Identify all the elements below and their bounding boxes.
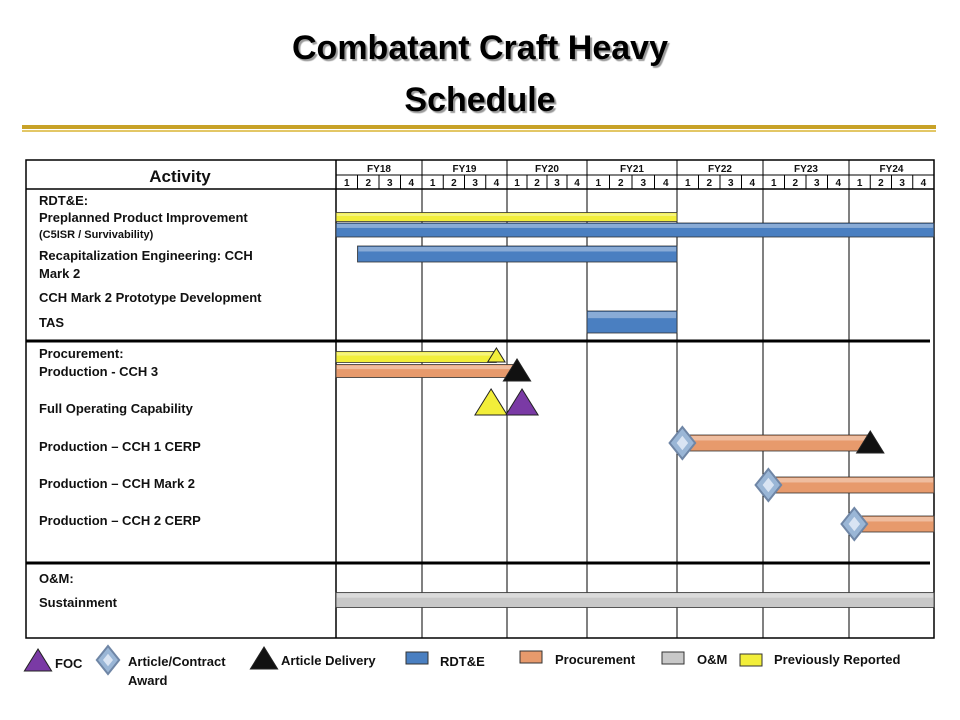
title-underline-highlight (22, 130, 936, 132)
fy-header-fy21: FY21 (620, 164, 644, 175)
activity-label: TAS (39, 315, 64, 330)
quarter-label: 2 (706, 178, 712, 189)
milestone-previous-triangle-icon (486, 347, 506, 363)
fy-header-fy22: FY22 (708, 164, 732, 175)
legend-award-icon-inner (102, 653, 114, 667)
quarter-label: 3 (899, 178, 905, 189)
bar-highlight (337, 352, 496, 356)
activity-label: Sustainment (39, 595, 118, 610)
activity-label: Production – CCH 2 CERP (39, 513, 201, 528)
quarter-label: 2 (451, 178, 457, 189)
legend-award-label-line2: Award (128, 673, 168, 688)
section-label-rdte: RDT&E: (39, 193, 88, 208)
quarter-label: 4 (921, 178, 927, 189)
quarter-label: 2 (792, 178, 798, 189)
quarter-label: 4 (408, 178, 414, 189)
bar-previous (335, 212, 678, 222)
milestone-award-diamond-icon-inner (848, 516, 861, 532)
quarter-label: 4 (835, 178, 841, 189)
quarter-label: 1 (514, 178, 520, 189)
bar-highlight (358, 247, 676, 252)
quarter-label: 2 (618, 178, 624, 189)
title-underline (22, 125, 936, 129)
bar-rdte (586, 310, 678, 334)
chart-frame (25, 159, 935, 639)
legend-previous-label: Previously Reported (774, 652, 900, 667)
quarter-label: 4 (663, 178, 669, 189)
activity-label: CCH Mark 2 Prototype Development (39, 290, 262, 305)
quarter-label: 1 (685, 178, 691, 189)
quarter-label: 3 (728, 178, 734, 189)
bar-om (335, 592, 935, 608)
quarter-label: 3 (554, 178, 560, 189)
fy-header-fy19: FY19 (453, 164, 477, 175)
fy-header-fy20: FY20 (535, 164, 559, 175)
activity-label: Production - CCH 3 (39, 364, 158, 379)
activity-label: Full Operating Capability (39, 401, 194, 416)
activity-sublabel: (C5ISR / Survivability) (39, 229, 154, 241)
quarter-label: 2 (534, 178, 540, 189)
fy-header-fy23: FY23 (794, 164, 818, 175)
bar-highlight (769, 478, 933, 483)
legend-om-swatch-icon (661, 651, 685, 665)
activity-sublabel: Mark 2 (39, 266, 80, 281)
activity-label: Preplanned Product Improvement (39, 210, 248, 225)
fy-header-fy18: FY18 (367, 164, 391, 175)
milestone-previous-triangle-icon (474, 388, 509, 416)
legend-delivery-label: Article Delivery (281, 653, 376, 668)
legend-award-label: Article/Contract (128, 654, 226, 669)
section-label-om: O&M: (39, 571, 74, 586)
bar-highlight (588, 312, 676, 319)
quarter-label: 1 (595, 178, 601, 189)
fy-header-fy24: FY24 (880, 164, 904, 175)
legend-om-label: O&M (697, 652, 727, 667)
bar-highlight (337, 213, 676, 217)
milestone-award-diamond-icon-inner (762, 477, 775, 493)
quarter-label: 1 (430, 178, 436, 189)
bar-highlight (683, 436, 870, 441)
legend-procurement-label: Procurement (555, 652, 636, 667)
page-subtitle: Schedule (404, 81, 556, 119)
bar-rdte (357, 245, 678, 263)
activity-header: Activity (149, 167, 211, 186)
activity-label: Recapitalization Engineering: CCH (39, 248, 253, 263)
quarter-label: 1 (771, 178, 777, 189)
quarter-label: 2 (878, 178, 884, 189)
quarter-label: 2 (365, 178, 371, 189)
quarter-label: 3 (814, 178, 820, 189)
bar-rdte (335, 222, 935, 238)
legend-foc-icon (23, 648, 53, 672)
activity-label: Production – CCH 1 CERP (39, 439, 201, 454)
section-label-procurement: Procurement: (39, 346, 124, 361)
quarter-label: 4 (494, 178, 500, 189)
quarter-label: 3 (387, 178, 393, 189)
quarter-label: 1 (857, 178, 863, 189)
bar-highlight (855, 517, 933, 522)
milestone-delivery-triangle-icon (855, 430, 885, 454)
legend-rdte-swatch-icon (405, 651, 429, 665)
legend-rdte-label: RDT&E (440, 654, 485, 669)
quarter-label: 3 (472, 178, 478, 189)
bar-highlight (337, 224, 933, 228)
quarter-label: 1 (344, 178, 350, 189)
page-title: Combatant Craft Heavy (292, 29, 668, 67)
quarter-label: 4 (574, 178, 580, 189)
milestone-delivery-triangle-icon (502, 358, 532, 382)
legend-previous-swatch-icon (739, 653, 763, 667)
bar-highlight (337, 593, 933, 598)
legend-foc-label: FOC (55, 656, 83, 671)
legend-delivery-icon (249, 646, 279, 670)
bar-highlight (337, 365, 516, 370)
milestone-foc-triangle-icon (504, 388, 540, 416)
legend-procurement-swatch-icon (519, 650, 543, 664)
activity-label: Production – CCH Mark 2 (39, 476, 195, 491)
milestone-award-diamond-icon-inner (676, 435, 689, 451)
quarter-label: 4 (749, 178, 755, 189)
quarter-label: 3 (640, 178, 646, 189)
